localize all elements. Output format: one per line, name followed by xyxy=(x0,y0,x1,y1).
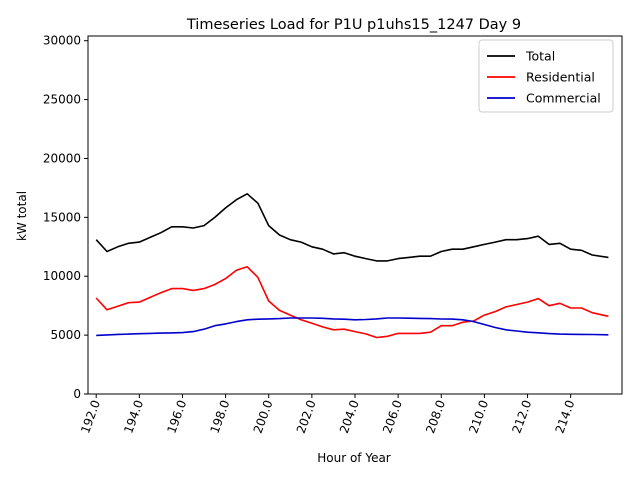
legend: Total Residential Commercial xyxy=(478,39,614,113)
series-lines xyxy=(95,193,609,339)
y-axis-ticks: 0 5000 10000 15000 20000 25000 30000 xyxy=(43,34,88,401)
y-tick-label: 5000 xyxy=(50,328,81,342)
x-axis-label: Hour of Year xyxy=(317,451,391,465)
y-tick-label: 10000 xyxy=(43,269,81,283)
y-axis-label: kW total xyxy=(15,191,29,241)
series-line-commercial xyxy=(96,317,609,337)
y-tick-label: 0 xyxy=(73,387,81,401)
chart-title: Timeseries Load for P1U p1uhs15_1247 Day… xyxy=(186,17,521,33)
y-tick-label: 30000 xyxy=(43,34,81,48)
y-tick-label: 25000 xyxy=(43,93,81,107)
legend-box xyxy=(478,39,614,113)
legend-label-total: Total xyxy=(525,49,555,64)
legend-label-commercial: Commercial xyxy=(526,91,601,106)
y-tick-label: 20000 xyxy=(43,151,81,165)
legend-label-residential: Residential xyxy=(526,70,595,85)
series-line-total xyxy=(95,193,609,262)
y-tick-label: 15000 xyxy=(43,210,81,224)
series-line-residential xyxy=(95,265,609,339)
